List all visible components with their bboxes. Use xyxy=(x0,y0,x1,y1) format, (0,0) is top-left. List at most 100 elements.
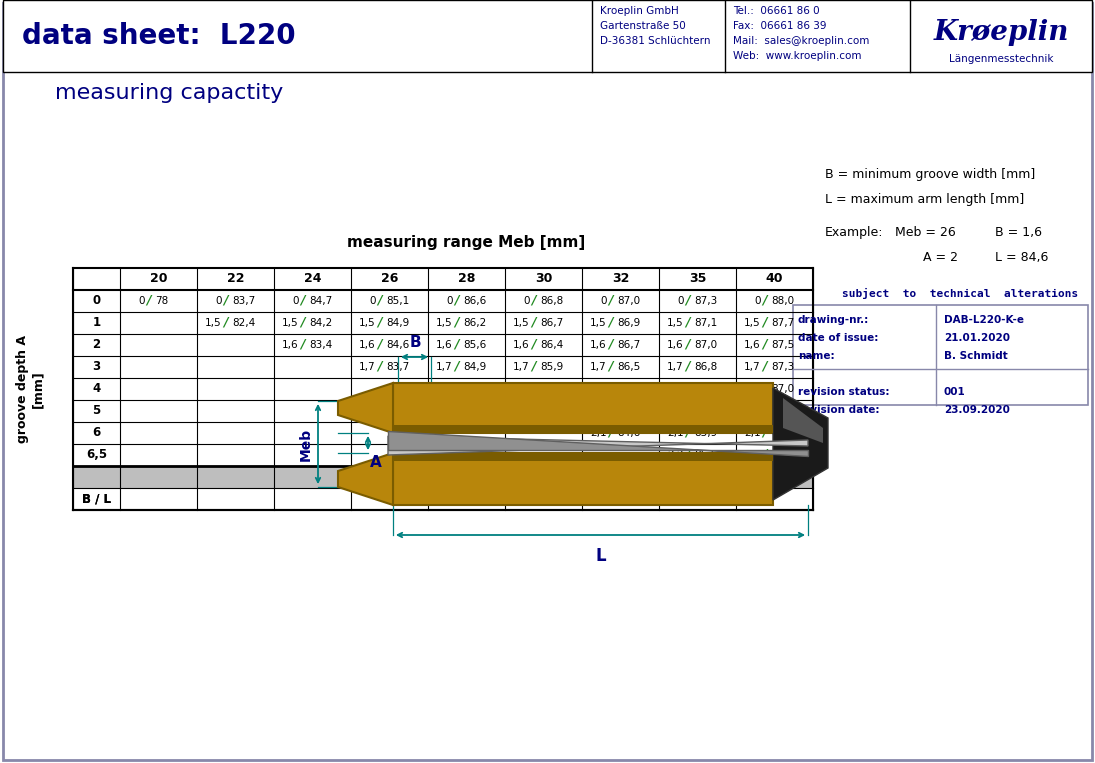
Bar xyxy=(73,488,812,510)
Text: 85,3: 85,3 xyxy=(618,406,641,416)
Text: 1,5: 1,5 xyxy=(744,318,761,328)
Text: /: / xyxy=(762,382,768,394)
Text: 85,6: 85,6 xyxy=(463,340,487,350)
Text: A: A xyxy=(370,455,382,470)
Text: Kroeplin GmbH: Kroeplin GmbH xyxy=(600,6,679,16)
Polygon shape xyxy=(338,383,393,433)
Bar xyxy=(73,334,812,356)
Text: Example:: Example: xyxy=(825,226,884,239)
Text: date of issue:: date of issue: xyxy=(798,333,878,343)
Text: 1,6: 1,6 xyxy=(359,340,376,350)
Text: /: / xyxy=(378,315,382,329)
Text: 32: 32 xyxy=(612,272,630,285)
Text: 87,0: 87,0 xyxy=(772,384,795,394)
Text: name:: name: xyxy=(798,351,834,361)
Text: 85,9: 85,9 xyxy=(694,428,717,438)
Text: 2,2: 2,2 xyxy=(667,450,683,460)
Text: 1,6: 1,6 xyxy=(744,340,761,350)
Text: 1,5: 1,5 xyxy=(667,318,683,328)
Text: 20: 20 xyxy=(150,272,168,285)
Text: measuring capactity: measuring capactity xyxy=(55,83,284,103)
Text: 2,2: 2,2 xyxy=(744,450,761,460)
Text: /: / xyxy=(609,315,613,329)
Text: 86,6: 86,6 xyxy=(463,296,487,306)
Text: B. Schmidt: B. Schmidt xyxy=(944,351,1007,361)
Text: 87,0: 87,0 xyxy=(694,340,717,350)
Text: Tel.:  06661 86 0: Tel.: 06661 86 0 xyxy=(733,6,820,16)
Text: 35: 35 xyxy=(689,272,706,285)
Text: /: / xyxy=(762,315,768,329)
Text: drawing-nr.:: drawing-nr.: xyxy=(798,315,869,325)
Text: L = 84,6: L = 84,6 xyxy=(995,251,1048,264)
Bar xyxy=(393,453,773,461)
Text: /: / xyxy=(762,337,768,350)
Text: 1,5: 1,5 xyxy=(359,318,376,328)
Text: /: / xyxy=(609,404,613,417)
Text: 22: 22 xyxy=(227,272,244,285)
Text: /: / xyxy=(531,315,537,329)
Text: 2,1: 2,1 xyxy=(667,428,683,438)
Text: /: / xyxy=(531,382,537,394)
Text: /: / xyxy=(531,337,537,350)
Bar xyxy=(73,290,812,312)
Text: B: B xyxy=(410,335,420,350)
Text: 86,2: 86,2 xyxy=(463,318,487,328)
Text: 1,6: 1,6 xyxy=(281,340,299,350)
Text: 4: 4 xyxy=(92,382,101,395)
Text: 1,7: 1,7 xyxy=(359,362,376,372)
Text: 86,7: 86,7 xyxy=(541,318,564,328)
Text: 1,9: 1,9 xyxy=(667,384,683,394)
Text: 2,0: 2,0 xyxy=(512,406,530,416)
Text: 0: 0 xyxy=(138,296,145,306)
Text: 0: 0 xyxy=(369,296,376,306)
Text: 78: 78 xyxy=(155,296,169,306)
Bar xyxy=(73,356,812,378)
Text: /: / xyxy=(685,359,690,372)
Text: 1,9: 1,9 xyxy=(590,384,607,394)
Text: 1,5: 1,5 xyxy=(512,318,530,328)
Text: /: / xyxy=(609,294,613,307)
Text: 84,2: 84,2 xyxy=(310,318,333,328)
Text: /: / xyxy=(609,359,613,372)
Text: /: / xyxy=(300,315,306,329)
Text: 1,7: 1,7 xyxy=(667,362,683,372)
Text: 83,7: 83,7 xyxy=(387,362,410,372)
Text: 1,7: 1,7 xyxy=(744,362,761,372)
Text: groove depth A
[mm]: groove depth A [mm] xyxy=(16,335,44,443)
Bar xyxy=(73,268,812,290)
Text: 86,6: 86,6 xyxy=(772,450,795,460)
Text: /: / xyxy=(609,426,613,439)
Text: /: / xyxy=(531,359,537,372)
Text: /: / xyxy=(531,404,537,417)
Bar xyxy=(73,312,812,334)
Text: 86,7: 86,7 xyxy=(694,384,717,394)
Text: /: / xyxy=(685,404,690,417)
Text: Gartenstraße 50: Gartenstraße 50 xyxy=(600,21,685,31)
Text: 23.09.2020: 23.09.2020 xyxy=(944,405,1010,415)
Text: 87,1: 87,1 xyxy=(694,318,717,328)
Text: 40: 40 xyxy=(765,272,783,285)
Text: /: / xyxy=(762,404,768,417)
Text: 1,5: 1,5 xyxy=(436,318,452,328)
Text: /: / xyxy=(762,426,768,439)
Text: B = minimum groove width [mm]: B = minimum groove width [mm] xyxy=(825,168,1035,181)
Text: /: / xyxy=(223,315,228,329)
Text: 87,3: 87,3 xyxy=(694,296,717,306)
Text: 1,6: 1,6 xyxy=(590,340,607,350)
Bar xyxy=(73,400,812,422)
Text: 1,7: 1,7 xyxy=(512,362,530,372)
Text: 1: 1 xyxy=(92,317,101,330)
Text: /: / xyxy=(685,294,690,307)
Text: B / L: B / L xyxy=(82,492,111,506)
Text: /: / xyxy=(454,337,459,350)
Text: 2: 2 xyxy=(92,339,101,352)
Text: 24: 24 xyxy=(303,272,321,285)
Text: 86,4: 86,4 xyxy=(694,406,717,416)
Bar xyxy=(393,453,773,505)
Text: revision status:: revision status: xyxy=(798,387,889,397)
Text: 0: 0 xyxy=(677,296,683,306)
Text: DAB-L220-K-e: DAB-L220-K-e xyxy=(944,315,1024,325)
Text: 83,4: 83,4 xyxy=(310,340,333,350)
Text: 87,0: 87,0 xyxy=(618,296,641,306)
Text: 88,0: 88,0 xyxy=(772,296,795,306)
